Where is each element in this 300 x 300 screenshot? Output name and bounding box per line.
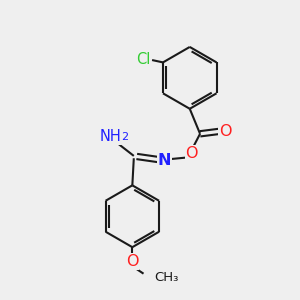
Text: NH: NH: [100, 129, 122, 144]
Text: O: O: [186, 146, 198, 161]
Text: Cl: Cl: [136, 52, 150, 67]
Text: O: O: [126, 254, 139, 269]
Text: O: O: [219, 124, 231, 139]
Text: CH₃: CH₃: [154, 271, 179, 284]
Text: 2: 2: [121, 132, 128, 142]
Text: N: N: [158, 153, 172, 168]
